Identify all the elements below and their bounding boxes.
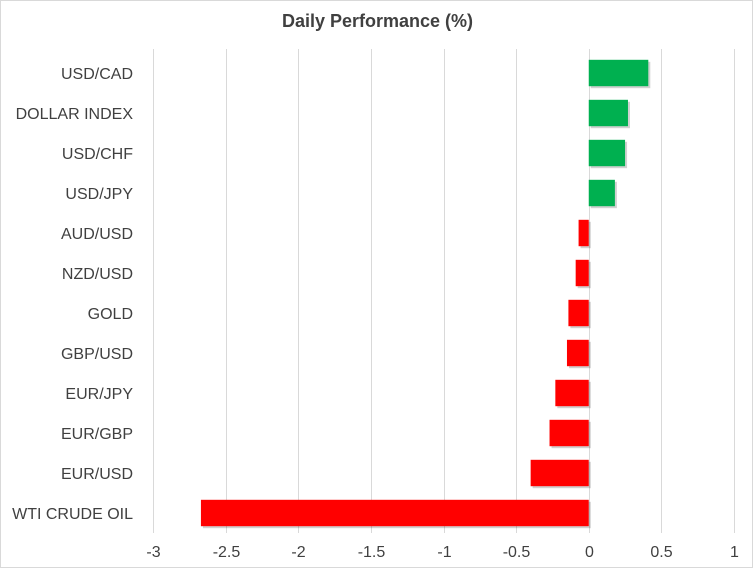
- x-tick-label: -2.5: [213, 544, 241, 561]
- category-label: EUR/GBP: [61, 426, 133, 443]
- category-label: EUR/USD: [61, 466, 133, 483]
- category-label: DOLLAR INDEX: [16, 106, 134, 123]
- x-tick-label: -0.5: [503, 544, 531, 561]
- category-label: WTI CRUDE OIL: [12, 506, 133, 523]
- x-tick-label: 0: [585, 544, 594, 561]
- bar: [588, 179, 615, 207]
- category-label: NZD/USD: [62, 266, 133, 283]
- category-label: AUD/USD: [61, 226, 133, 243]
- x-tick-label: -1: [437, 544, 451, 561]
- x-tick-label: -2: [291, 544, 305, 561]
- bar: [568, 299, 589, 327]
- x-tick-label: 0.5: [650, 544, 672, 561]
- category-label: USD/CHF: [62, 146, 133, 163]
- x-tick-label: 1: [730, 544, 739, 561]
- category-label: GBP/USD: [61, 346, 133, 363]
- category-label: USD/JPY: [65, 186, 133, 203]
- bar: [549, 419, 589, 447]
- category-label: EUR/JPY: [65, 386, 133, 403]
- bar: [588, 139, 626, 167]
- bar: [588, 59, 649, 87]
- chart-title: Daily Performance (%): [281, 11, 474, 31]
- bar: [588, 99, 628, 127]
- bar: [530, 459, 589, 487]
- bar: [575, 259, 589, 287]
- bar: [578, 219, 589, 247]
- bar: [566, 339, 589, 367]
- x-tick-label: -1.5: [358, 544, 386, 561]
- category-label: USD/CAD: [61, 66, 133, 83]
- bar: [555, 379, 589, 407]
- category-label: GOLD: [88, 306, 133, 323]
- x-tick-label: -3: [146, 544, 160, 561]
- bar: [200, 499, 589, 527]
